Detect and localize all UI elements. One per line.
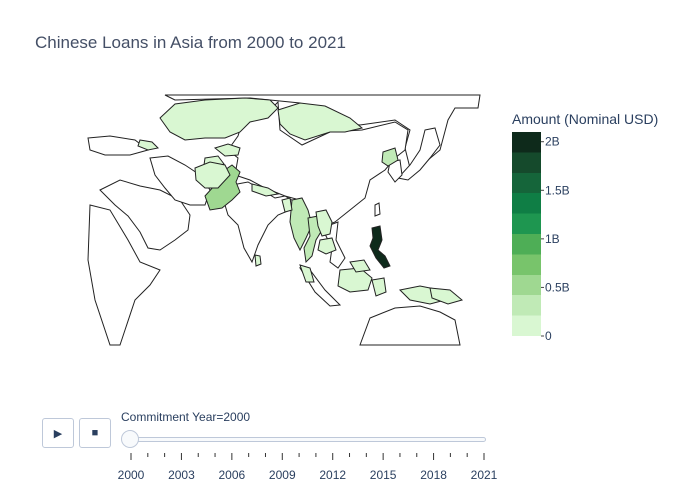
colorbar-tick-label: 0.5B <box>545 280 570 294</box>
colorbar-tick-label: 1B <box>545 232 560 246</box>
slider-tick-label: 2012 <box>319 468 346 482</box>
stop-icon: ■ <box>91 427 99 439</box>
region-bangladesh[interactable] <box>281 197 293 213</box>
play-icon: ▶ <box>53 427 63 440</box>
region-nepal[interactable] <box>251 183 280 197</box>
region-philippines[interactable] <box>369 225 391 269</box>
region-kyrgyzstan[interactable] <box>213 143 241 157</box>
region-russia <box>164 94 481 169</box>
year-slider-handle[interactable] <box>121 430 139 448</box>
colorbar-tick-label: 1.5B <box>545 183 570 197</box>
region-laos[interactable] <box>315 209 333 237</box>
region-afghanistan[interactable] <box>194 161 231 189</box>
colorbar-strip <box>512 132 541 336</box>
colorbar-title: Amount (Nominal USD) <box>512 111 658 127</box>
region-papua-new-guinea[interactable] <box>429 287 464 305</box>
data-regions <box>137 97 464 305</box>
chart-title: Chinese Loans in Asia from 2000 to 2021 <box>35 33 346 52</box>
region-kazakhstan[interactable] <box>159 97 279 141</box>
region-africa <box>87 204 161 346</box>
slider-tick-label: 2006 <box>219 468 246 482</box>
region-malaysia[interactable] <box>299 259 371 283</box>
colorbar-tick-label: 0 <box>545 329 552 343</box>
region-georgia[interactable] <box>137 139 160 151</box>
region-china <box>227 100 409 229</box>
region-sri-lanka[interactable] <box>254 254 262 267</box>
region-japan <box>397 127 441 181</box>
region-iran <box>149 155 211 206</box>
slider-tick-label: 2009 <box>269 468 296 482</box>
region-turkey <box>87 135 150 156</box>
region-cambodia[interactable] <box>317 237 337 255</box>
slider-tick-label: 2000 <box>118 468 145 482</box>
region-taiwan <box>374 202 381 217</box>
region-myanmar[interactable] <box>289 197 313 252</box>
region-north-korea[interactable] <box>381 147 399 167</box>
colorbar-tick-label: 2B <box>545 135 560 149</box>
slider-tick-label: 2018 <box>420 468 447 482</box>
slider-tick-label: 2003 <box>168 468 195 482</box>
region-arabia <box>99 179 191 251</box>
slider-tick-label: 2021 <box>471 468 498 482</box>
slider-tick-label: 2015 <box>370 468 397 482</box>
region-australia <box>359 305 461 346</box>
play-button[interactable]: ▶ <box>42 418 74 448</box>
slider-current-label: Commitment Year=2000 <box>121 410 251 424</box>
stop-button[interactable]: ■ <box>79 418 111 448</box>
region-mongolia[interactable] <box>277 102 364 141</box>
